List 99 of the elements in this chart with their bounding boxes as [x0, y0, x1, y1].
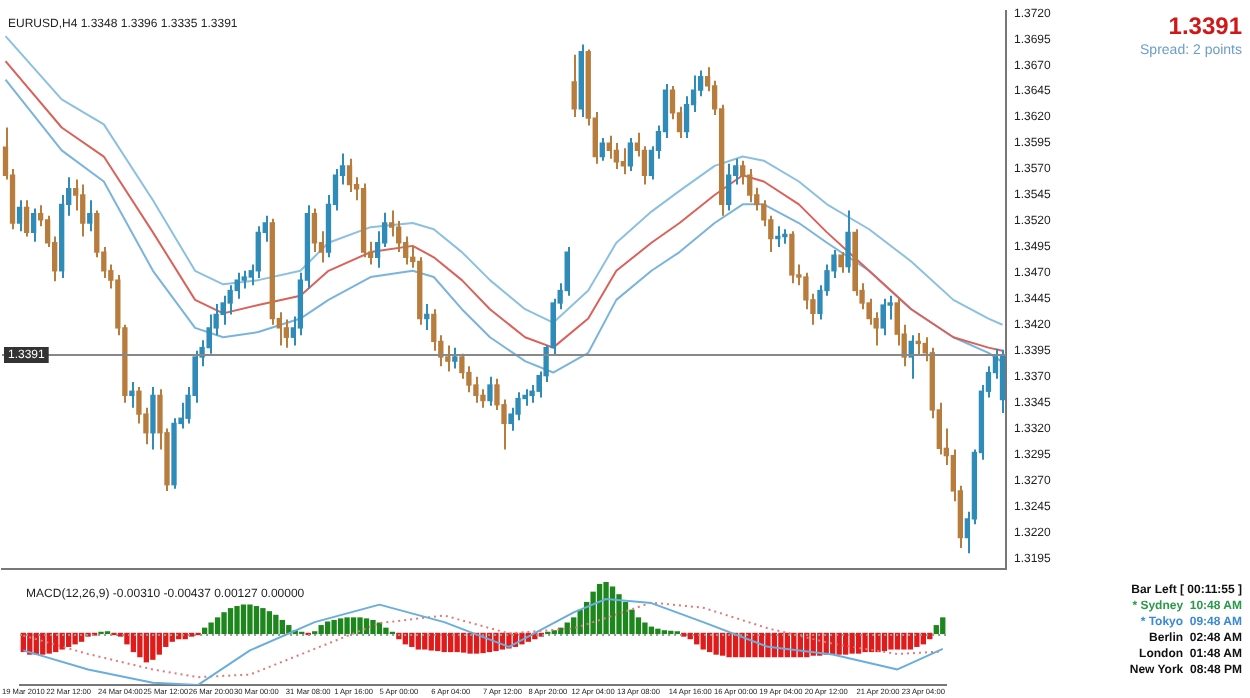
bar: [616, 594, 622, 635]
bar: [247, 604, 253, 635]
bar: [460, 632, 467, 653]
bar: [726, 632, 732, 658]
candlestick: [129, 380, 135, 409]
candlestick: [571, 53, 577, 119]
bar: [875, 632, 881, 653]
bar: [933, 625, 939, 635]
bar: [357, 617, 363, 635]
bar: [422, 632, 428, 650]
bar: [273, 614, 279, 635]
text: 1.3391: [1168, 11, 1243, 40]
bar: [855, 632, 862, 654]
candlestick: [620, 147, 627, 176]
bar: [467, 632, 473, 654]
bar: [454, 632, 460, 653]
bar: [914, 632, 920, 647]
candlestick: [452, 346, 458, 370]
bar: [894, 632, 901, 650]
bar: [571, 617, 577, 635]
candlestick: [726, 162, 732, 212]
bar: [124, 632, 130, 645]
bar: [901, 632, 907, 650]
bar: [279, 619, 285, 635]
bar: [441, 632, 447, 653]
bar: [221, 612, 227, 635]
candlestick: [683, 95, 690, 139]
candlestick: [23, 199, 30, 238]
bar: [240, 604, 247, 635]
bar: [344, 617, 350, 635]
bar: [370, 619, 376, 635]
candlestick: [789, 230, 795, 285]
candlestick: [150, 386, 156, 451]
candlestick: [30, 207, 37, 243]
bar: [150, 632, 156, 660]
candlestick: [838, 251, 844, 274]
candlestick: [80, 183, 86, 238]
bar: [337, 618, 344, 635]
bar: [214, 617, 221, 635]
bar: [350, 617, 357, 635]
candlestick: [87, 199, 93, 233]
bar: [713, 632, 719, 655]
bar: [655, 628, 661, 635]
bar: [260, 608, 266, 635]
candlestick: [999, 348, 1006, 415]
bar: [324, 621, 331, 635]
bar: [609, 586, 616, 635]
bar: [435, 632, 441, 652]
bar: [266, 611, 273, 635]
bar: [383, 627, 389, 635]
candlestick: [346, 157, 353, 193]
candlestick: [606, 134, 612, 160]
bar: [208, 622, 214, 635]
candlestick: [16, 199, 23, 233]
candlestick: [627, 136, 634, 173]
candlestick: [880, 297, 886, 337]
candlestick: [747, 168, 753, 204]
candlestick: [136, 386, 142, 425]
candlestick: [311, 207, 318, 254]
candlestick: [255, 225, 261, 280]
bar: [156, 632, 162, 655]
bar: [396, 632, 402, 640]
candlestick: [374, 230, 381, 269]
bar: [376, 622, 383, 635]
bar: [234, 606, 240, 635]
bar: [836, 632, 842, 655]
bar: [448, 632, 454, 653]
bar: [564, 622, 570, 635]
bar: [862, 632, 868, 653]
bar: [603, 582, 609, 635]
candlestick: [431, 308, 437, 352]
bar: [849, 632, 855, 654]
bar: [415, 632, 421, 650]
bar: [227, 608, 234, 635]
candlestick: [845, 209, 851, 274]
bar: [331, 619, 337, 635]
bar: [719, 632, 726, 656]
candlestick: [599, 136, 605, 162]
candlestick: [508, 406, 514, 432]
bar: [635, 617, 642, 635]
bar: [363, 618, 370, 635]
bar: [40, 632, 46, 655]
candlestick: [389, 209, 395, 238]
candlestick: [283, 318, 290, 349]
bar: [137, 632, 143, 658]
candlestick: [487, 375, 493, 407]
bar: [642, 622, 648, 635]
bar: [428, 632, 434, 651]
bar: [907, 632, 914, 650]
bar: [888, 632, 894, 650]
bar: [629, 609, 635, 635]
bar: [622, 601, 629, 635]
bar: [940, 617, 946, 635]
bar: [842, 632, 849, 655]
bar: [72, 632, 78, 645]
bar: [253, 606, 260, 635]
bar: [318, 625, 324, 635]
bar: [590, 591, 596, 635]
bar: [700, 632, 706, 650]
